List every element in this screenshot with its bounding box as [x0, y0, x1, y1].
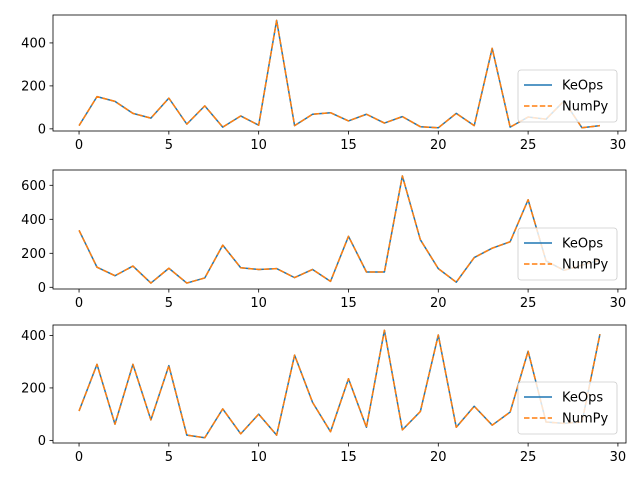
x-tick-label: 0 — [75, 296, 83, 311]
legend-box — [517, 381, 618, 435]
legend-label-numpy: NumPy — [562, 258, 608, 273]
subplot-3: 0 5 10 15 20 25 30 0 200 400 KeOps NumPy — [21, 324, 627, 465]
x-tick-label: 15 — [340, 138, 357, 153]
x-tick-label: 0 — [75, 450, 83, 465]
x-tick-label: 5 — [165, 450, 173, 465]
legend-label-keops: KeOps — [562, 237, 603, 252]
y-tick-label: 200 — [21, 247, 46, 262]
y-tick-label: 0 — [38, 281, 46, 296]
x-tick-label: 30 — [610, 296, 627, 311]
x-tick-label: 20 — [430, 296, 447, 311]
x-tick-label: 15 — [340, 296, 357, 311]
subplot-1: 0 5 10 15 20 25 30 0 200 400 KeOps NumPy — [21, 14, 627, 153]
legend-label-keops: KeOps — [562, 391, 603, 406]
legend: KeOps NumPy — [517, 227, 618, 281]
legend: KeOps NumPy — [517, 69, 618, 123]
legend-box — [517, 227, 618, 281]
y-tick-label: 200 — [21, 381, 46, 396]
x-tick-label: 5 — [165, 138, 173, 153]
x-tick-label: 10 — [250, 296, 267, 311]
x-tick-label: 30 — [610, 138, 627, 153]
x-tick-label: 5 — [165, 296, 173, 311]
x-tick-label: 10 — [250, 138, 267, 153]
y-tick-label: 400 — [21, 36, 46, 51]
x-tick-label: 20 — [430, 138, 447, 153]
x-tick-label: 0 — [75, 138, 83, 153]
legend-label-numpy: NumPy — [562, 100, 608, 115]
legend-label-keops: KeOps — [562, 79, 603, 94]
y-tick-label: 400 — [21, 329, 46, 344]
legend-box — [517, 69, 618, 123]
y-tick-label: 400 — [21, 213, 46, 228]
subplot-2: 0 5 10 15 20 25 30 0 200 400 600 KeOps NumPy — [21, 169, 627, 311]
x-tick-label: 15 — [340, 450, 357, 465]
legend: KeOps NumPy — [517, 381, 618, 435]
y-tick-label: 200 — [21, 79, 46, 94]
x-tick-label: 25 — [520, 450, 537, 465]
series-numpy-line — [78, 175, 601, 284]
y-tick-label: 0 — [38, 434, 46, 449]
x-tick-label: 20 — [430, 450, 447, 465]
x-tick-label: 30 — [610, 450, 627, 465]
y-tick-label: 600 — [21, 179, 46, 194]
x-tick-label: 25 — [520, 138, 537, 153]
series-numpy-line — [78, 329, 601, 439]
x-tick-label: 10 — [250, 450, 267, 465]
series-numpy-line — [78, 19, 601, 129]
y-tick-label: 0 — [38, 122, 46, 137]
legend-label-numpy: NumPy — [562, 412, 608, 427]
x-tick-label: 25 — [520, 296, 537, 311]
